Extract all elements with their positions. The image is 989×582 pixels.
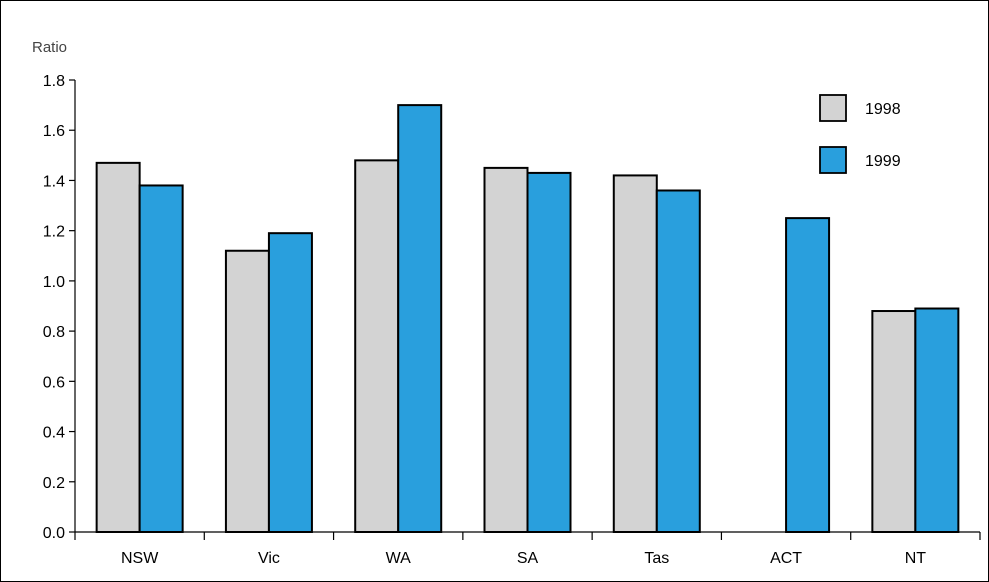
bar-1998-SA xyxy=(483,166,529,533)
bar-1999-ACT xyxy=(785,217,831,533)
bar-1998-WA xyxy=(354,159,400,533)
bar-1999-WA xyxy=(397,104,443,533)
bar-1998-NT xyxy=(871,310,917,533)
y-tick-label: 1.8 xyxy=(43,73,65,90)
y-tick-label: 1.0 xyxy=(43,274,65,291)
y-tick-label: 0.4 xyxy=(43,425,65,442)
bar-1999-SA xyxy=(526,171,572,534)
legend: 1998 1999 xyxy=(819,94,901,174)
bar-1999-NSW xyxy=(138,184,184,533)
bar-1999-Tas xyxy=(655,189,701,533)
y-tick-label: 0.6 xyxy=(43,374,65,391)
x-tick-label: NSW xyxy=(121,550,159,567)
x-tick-label: NT xyxy=(905,550,927,567)
y-tick-label: 0.8 xyxy=(43,324,65,341)
y-tick-label: 0.0 xyxy=(43,525,65,542)
x-axis: NSW Vic WA SA Tas ACT NT xyxy=(74,531,981,567)
y-axis-title: Ratio xyxy=(32,39,67,56)
x-tick-label: SA xyxy=(517,550,539,567)
x-tick-label: WA xyxy=(386,550,412,567)
legend-swatch-1999 xyxy=(819,146,847,174)
bar-1999-NT xyxy=(914,307,960,533)
legend-label: 1999 xyxy=(865,153,901,170)
x-tick-label: Tas xyxy=(644,550,669,567)
legend-label: 1998 xyxy=(865,101,901,118)
bar-1998-Vic xyxy=(224,249,270,533)
x-tick-label: ACT xyxy=(770,550,802,567)
y-tick-label: 1.6 xyxy=(43,123,65,140)
bar-1998-NSW xyxy=(95,161,141,533)
bars xyxy=(95,104,960,534)
y-tick-label: 1.4 xyxy=(43,173,65,190)
bar-1999-Vic xyxy=(267,232,313,534)
y-tick-label: 1.2 xyxy=(43,224,65,241)
bar-1998-Tas xyxy=(612,174,658,534)
y-tick-label: 0.2 xyxy=(43,475,65,492)
y-axis: 0.0 0.2 0.4 0.6 0.8 1.0 1.2 1.4 1.6 1.8 xyxy=(43,73,76,542)
legend-swatch-1998 xyxy=(819,94,847,122)
x-tick-label: Vic xyxy=(258,550,280,567)
